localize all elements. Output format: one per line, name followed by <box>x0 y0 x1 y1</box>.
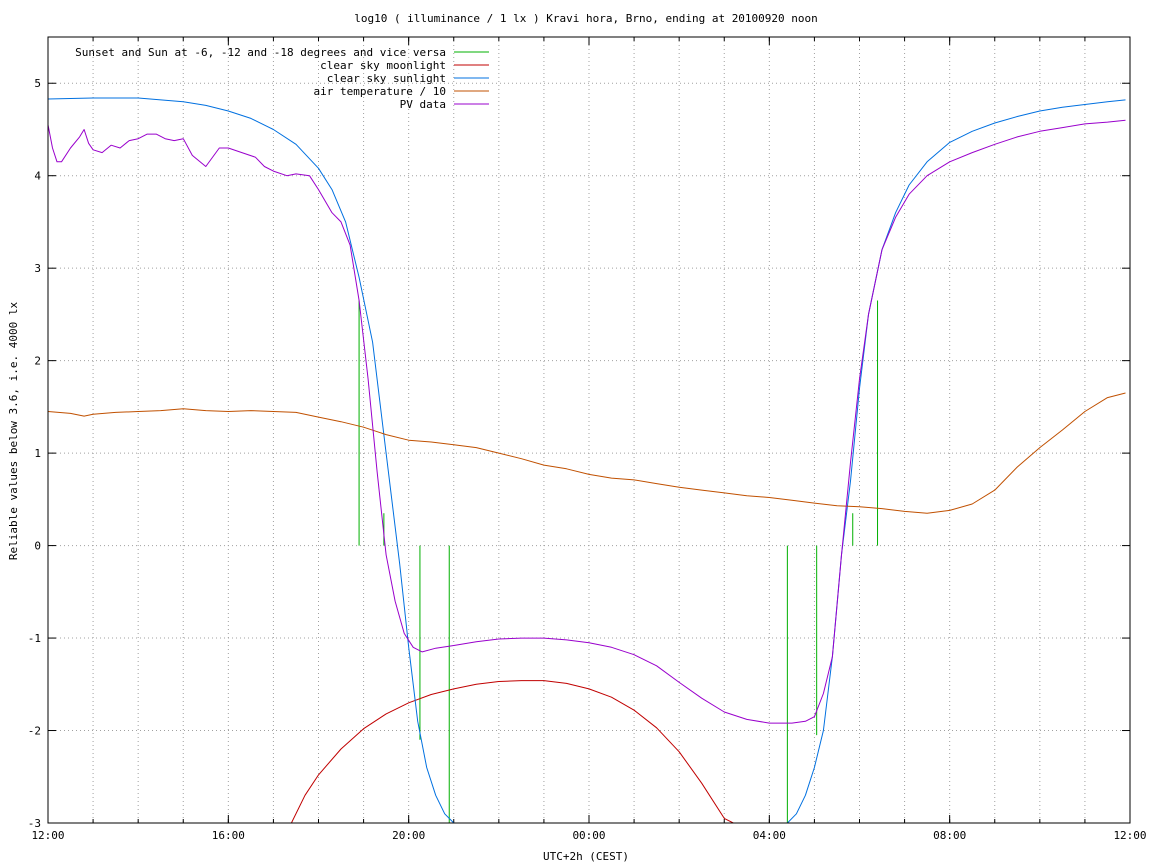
x-tick-label: 00:00 <box>572 829 605 842</box>
chart-title: log10 ( illuminance / 1 lx ) Kravi hora,… <box>354 12 818 25</box>
legend: Sunset and Sun at -6, -12 and -18 degree… <box>75 46 489 111</box>
y-tick-label: -1 <box>28 632 41 645</box>
clear-sky-sunlight-line <box>48 97 1126 823</box>
grid-lines <box>48 37 1130 823</box>
series-layer <box>48 97 1126 823</box>
x-tick-label: 12:00 <box>1113 829 1146 842</box>
plot-frame <box>47 36 1131 824</box>
y-tick-label: 1 <box>34 447 41 460</box>
x-tick-label: 04:00 <box>753 829 786 842</box>
x-tick-label: 12:00 <box>31 829 64 842</box>
y-axis-label: Reliable values below 3.6, i.e. 4000 lx <box>7 301 20 560</box>
legend-label: Sunset and Sun at -6, -12 and -18 degree… <box>75 46 446 59</box>
y-tick-label: 3 <box>34 262 41 275</box>
y-tick-label: -3 <box>28 817 41 830</box>
y-tick-label: 4 <box>34 170 41 183</box>
legend-label: clear sky moonlight <box>320 59 446 72</box>
x-tick-label: 08:00 <box>933 829 966 842</box>
pv-data-line <box>48 119 1126 724</box>
y-tick-label: -2 <box>28 725 41 738</box>
y-tick-label: 0 <box>34 540 41 553</box>
x-tick-label: 20:00 <box>392 829 425 842</box>
legend-label: PV data <box>400 98 446 111</box>
y-tick-label: 2 <box>34 355 41 368</box>
y-tick-label: 5 <box>34 77 41 90</box>
clear-sky-moonlight-line <box>290 680 734 823</box>
legend-label: clear sky sunlight <box>327 72 446 85</box>
legend-label: air temperature / 10 <box>314 85 446 98</box>
x-tick-label: 16:00 <box>212 829 245 842</box>
x-axis-label: UTC+2h (CEST) <box>543 850 629 863</box>
air-temperature-10-line <box>48 392 1126 514</box>
